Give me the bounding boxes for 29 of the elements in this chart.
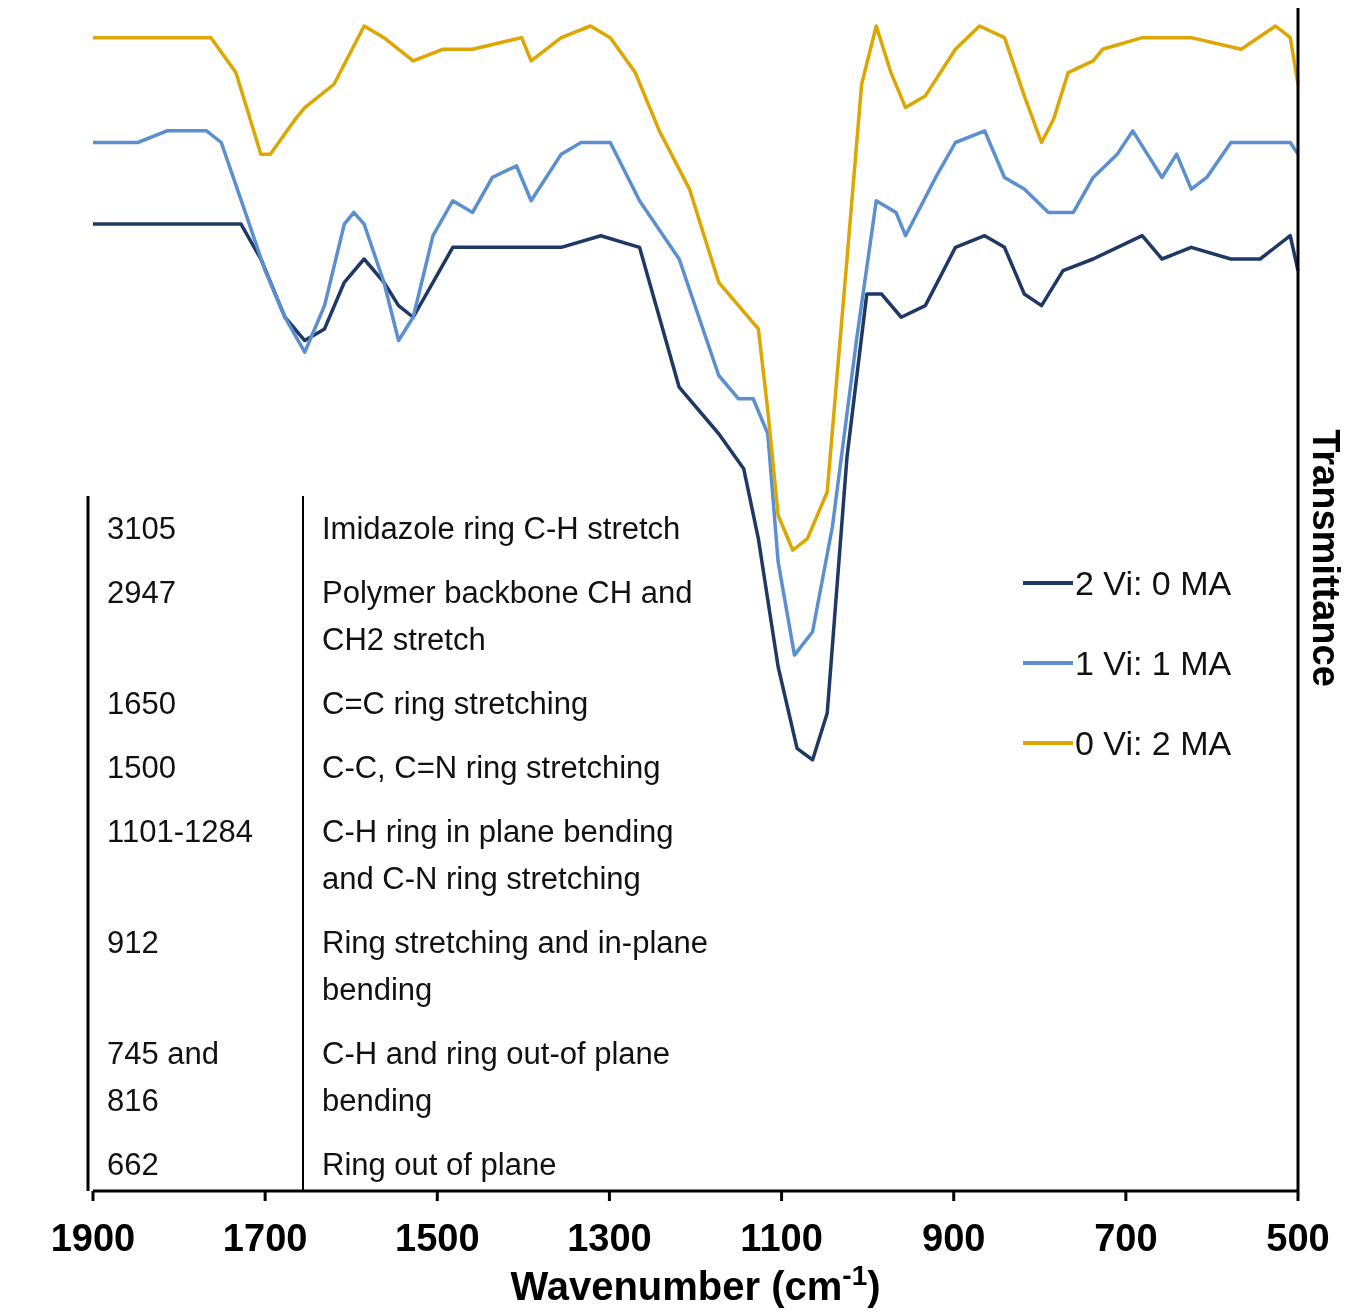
annotation: Ring out of plane: [322, 1147, 557, 1182]
annotation: C-H ring in plane bending and C-N ring stretching: [322, 814, 674, 896]
annotation: 2947: [107, 575, 176, 610]
legend-label: 1 Vi: 1 MA: [1075, 644, 1232, 682]
annotation: C-H and ring out-of plane bending: [322, 1036, 671, 1118]
x-tick-label: 1500: [395, 1217, 480, 1259]
annotation: 1500: [107, 750, 176, 785]
x-tick-label: 1900: [50, 1217, 136, 1259]
x-tick-label: 1700: [222, 1217, 308, 1259]
y2-axis-title: Transmittance: [1305, 429, 1347, 687]
legend-label: 2 Vi: 0 MA: [1075, 564, 1232, 602]
legend-label: 0 Vi: 2 MA: [1075, 724, 1232, 762]
x-tick-label: 1300: [567, 1217, 652, 1259]
annotation: 912: [107, 925, 159, 960]
x-tick-label: 700: [1094, 1217, 1158, 1259]
x-tick-label: 1100: [740, 1217, 823, 1259]
annotation: 3105: [107, 511, 176, 546]
annotation: Polymer backbone CH and CH2 stretch: [322, 575, 693, 657]
annotation: 745 and 816: [107, 1036, 220, 1118]
x-axis-title: Wavenumber (cm$^{-1}$): [510, 1259, 881, 1308]
annotation: 662: [107, 1147, 159, 1182]
x-tick-label: 500: [1266, 1217, 1330, 1259]
x-tick-label: 900: [922, 1217, 986, 1259]
annotation: Imidazole ring C-H stretch: [322, 511, 681, 546]
annotation: 1650: [107, 686, 176, 721]
annotation: C=C ring stretching: [322, 686, 589, 721]
annotation: Ring stretching and in-plane bending: [322, 925, 709, 1007]
annotation: 1101-1284: [107, 814, 253, 849]
annotation: C-C, C=N ring stretching: [322, 750, 661, 785]
